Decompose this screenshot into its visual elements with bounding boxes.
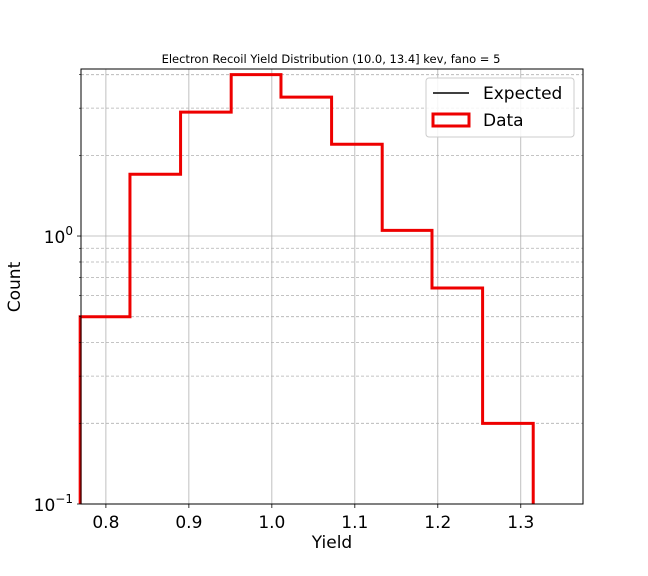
plot-area-frame: [80, 68, 584, 505]
histogram-bin: [231, 75, 281, 504]
histogram-bin: [483, 423, 534, 504]
legend-swatch-data: [431, 112, 471, 128]
x-tick-label: 1.1: [341, 513, 368, 533]
x-axis-ticks: 0.8 0.9 1.0 1.1 1.2 1.3: [92, 504, 534, 533]
y-tick-label: 100: [44, 224, 73, 248]
histogram-bin: [80, 317, 130, 504]
y-tick-label: 10−1: [34, 492, 73, 516]
histogram-bin: [382, 230, 432, 504]
legend-label: Expected: [483, 84, 562, 104]
histogram-bin: [281, 97, 332, 504]
grid-lines: [81, 69, 583, 505]
histogram-steps: [78, 73, 535, 504]
legend-label: Data: [483, 111, 524, 131]
x-tick-label: 0.9: [175, 513, 202, 533]
histogram-bin: [130, 174, 181, 504]
data-histogram-step: [78, 73, 535, 504]
histogram-bin: [432, 288, 483, 504]
x-tick-label: 1.0: [258, 513, 285, 533]
x-tick-label: 1.3: [507, 513, 534, 533]
x-tick-label: 1.2: [424, 513, 451, 533]
x-axis-label: Yield: [311, 533, 352, 553]
chart-title: Electron Recoil Yield Distribution (10.0…: [162, 52, 501, 66]
y-axis-ticks: 10−1 100: [34, 74, 81, 516]
x-tick-label: 0.8: [92, 513, 119, 533]
legend: Expected Data: [425, 77, 575, 138]
histogram-bin: [332, 144, 383, 504]
histogram-bin: [181, 112, 232, 504]
y-axis-label: Count: [5, 261, 25, 312]
